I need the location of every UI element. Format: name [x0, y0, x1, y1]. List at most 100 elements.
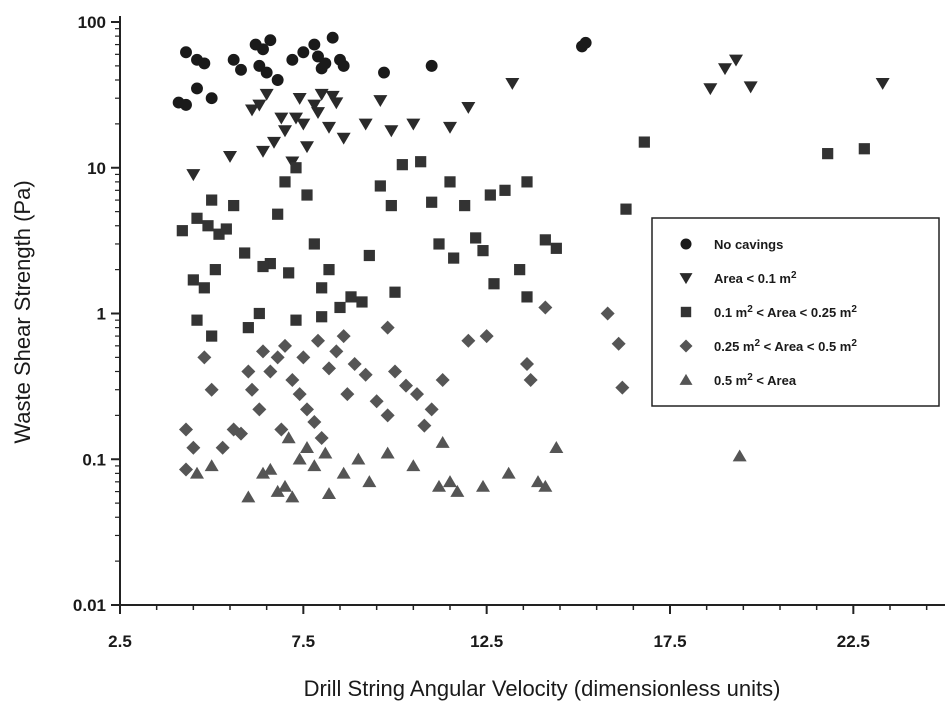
- y-tick-label: 1: [97, 305, 106, 324]
- data-point: [267, 136, 281, 149]
- data-point: [358, 118, 373, 131]
- data-point: [316, 311, 328, 323]
- data-point: [336, 132, 351, 145]
- x-tick-label: 17.5: [653, 632, 686, 651]
- data-point: [638, 136, 650, 148]
- data-point: [307, 99, 322, 112]
- data-point: [300, 441, 314, 453]
- data-point: [290, 314, 302, 326]
- data-point: [228, 199, 240, 212]
- legend-label: 0.5 m2 < Area: [714, 372, 797, 389]
- data-point: [292, 92, 307, 105]
- data-point: [300, 141, 314, 154]
- data-point: [380, 446, 395, 459]
- data-point: [336, 466, 351, 479]
- legend-text: 0.5 m: [714, 373, 747, 388]
- data-point: [241, 364, 256, 379]
- data-point: [406, 459, 421, 472]
- data-point: [461, 102, 476, 114]
- y-tick-label: 0.01: [73, 596, 106, 615]
- data-point: [257, 260, 269, 273]
- data-point: [272, 208, 284, 220]
- data-point: [743, 81, 758, 94]
- data-point: [256, 344, 270, 359]
- legend-marker: [679, 339, 693, 353]
- data-point: [356, 296, 368, 308]
- data-point: [505, 77, 520, 90]
- data-point: [308, 38, 321, 51]
- legend-label: Area < 0.1 m2: [714, 270, 797, 287]
- data-point: [270, 484, 285, 497]
- series-0: [172, 31, 592, 111]
- data-point: [296, 118, 311, 131]
- legend-superscript: 2: [747, 372, 753, 383]
- data-point: [399, 378, 413, 393]
- data-point: [260, 66, 273, 79]
- data-point: [285, 490, 300, 503]
- data-point: [270, 350, 285, 365]
- legend-text: Area < 0.1 m: [714, 271, 791, 286]
- data-point: [204, 382, 219, 397]
- data-point: [190, 466, 204, 479]
- data-point: [179, 462, 193, 477]
- legend-marker: [680, 238, 692, 250]
- data-point: [289, 112, 303, 125]
- data-point: [520, 357, 534, 372]
- data-point: [550, 242, 562, 254]
- data-point: [198, 57, 211, 70]
- data-point: [433, 238, 445, 250]
- data-point: [432, 479, 446, 492]
- data-point: [424, 402, 439, 417]
- data-point: [314, 430, 329, 445]
- data-point: [448, 252, 460, 264]
- data-point: [292, 387, 307, 402]
- data-point: [499, 184, 511, 196]
- legend-superscript: 2: [747, 304, 753, 315]
- data-point: [362, 475, 377, 488]
- data-point: [334, 301, 346, 314]
- axes: 2.5 7.5 12.5 17.5 22.5 0.01 0.1 1 10 100: [73, 13, 945, 651]
- data-point: [326, 31, 339, 44]
- data-point: [435, 435, 450, 448]
- data-point: [172, 96, 185, 109]
- data-point: [318, 446, 333, 459]
- data-point: [521, 291, 533, 303]
- data-point: [718, 63, 732, 76]
- data-point: [538, 479, 553, 492]
- series-1: [186, 54, 890, 182]
- data-point: [223, 150, 237, 163]
- series-3: [179, 300, 630, 477]
- data-point: [205, 92, 218, 105]
- data-point: [290, 162, 302, 174]
- data-point: [274, 422, 289, 437]
- data-point: [329, 344, 344, 359]
- data-point: [426, 196, 438, 208]
- data-point: [501, 466, 516, 479]
- data-point: [322, 361, 336, 376]
- data-point: [253, 307, 265, 320]
- data-point: [245, 382, 259, 397]
- data-point: [296, 350, 311, 365]
- data-point: [307, 459, 322, 472]
- data-point: [234, 426, 248, 441]
- data-point: [470, 232, 482, 244]
- data-point: [281, 431, 296, 444]
- data-point: [461, 333, 476, 348]
- data-point: [380, 408, 395, 423]
- data-point: [264, 257, 276, 270]
- data-point: [206, 330, 218, 342]
- legend-label: 0.25 m2 < Area < 0.5 m2: [714, 338, 857, 355]
- data-point: [875, 77, 890, 90]
- legend-marker: [680, 306, 692, 318]
- y-tick-label: 100: [78, 13, 106, 32]
- data-point: [549, 441, 564, 453]
- legend-text: 0.1 m: [714, 305, 747, 320]
- data-point: [858, 143, 870, 155]
- legend-superscript: 2: [754, 338, 760, 349]
- data-point: [444, 176, 456, 188]
- data-point: [180, 46, 192, 59]
- data-points: [172, 31, 890, 503]
- data-point: [538, 300, 553, 315]
- data-point: [241, 490, 256, 503]
